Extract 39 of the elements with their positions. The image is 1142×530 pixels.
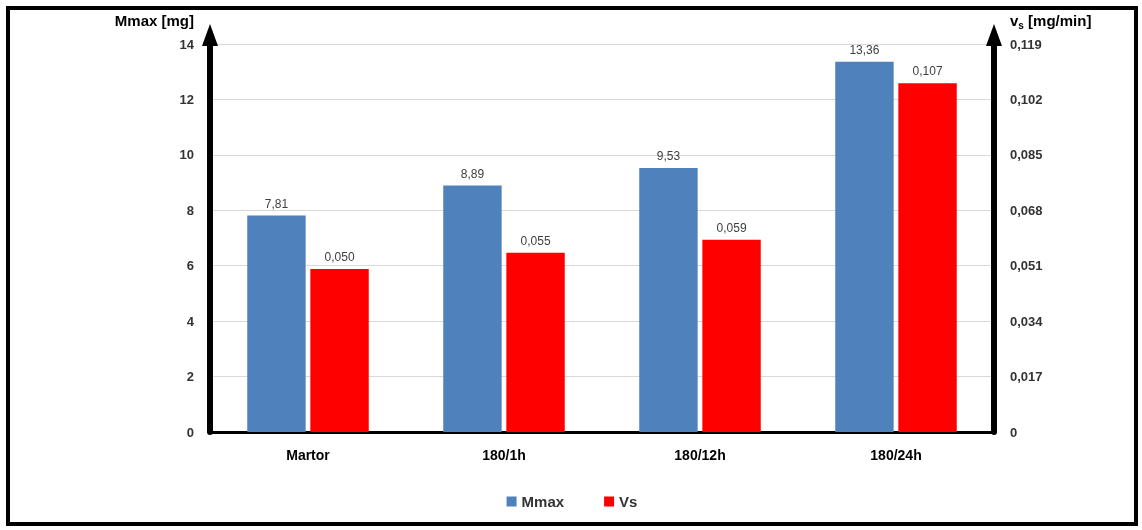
x-tick-label: 180/1h: [482, 447, 526, 463]
y-tick-label: 8: [186, 202, 194, 218]
x-tick-label: 180/24h: [870, 447, 922, 463]
y2-tick-label: 0,085: [1010, 147, 1043, 163]
y2-tick-label: 0,119: [1010, 36, 1042, 52]
y-tick-label: 2: [186, 369, 194, 385]
y2-tick-label: 0,034: [1010, 313, 1044, 329]
data-label: 13,36: [849, 42, 880, 57]
bar: [898, 83, 957, 432]
y2-tick-label: 0,017: [1010, 369, 1043, 385]
data-label: 7,81: [264, 196, 289, 211]
y-tick-label: 14: [179, 36, 195, 52]
bar: [247, 215, 306, 432]
bar: [702, 239, 761, 432]
y2-tick-label: 0: [1010, 424, 1018, 440]
x-tick-label: Martor: [286, 447, 331, 463]
data-label: 0,050: [324, 249, 355, 264]
y-tick-label: 6: [186, 258, 194, 274]
y-tick-label: 12: [179, 91, 194, 107]
y-tick-label: 4: [186, 313, 195, 329]
x-tick-label: 180/12h: [674, 447, 726, 463]
bar: [310, 268, 369, 432]
legend-label: Mmax: [521, 493, 565, 510]
bar: [506, 252, 565, 432]
data-label: 0,059: [716, 220, 747, 235]
y2-tick-label: 0,051: [1010, 258, 1043, 274]
bar: [443, 185, 502, 432]
legend-label: Vs: [619, 493, 638, 510]
bar: [835, 61, 894, 432]
data-label: 9,53: [656, 148, 681, 163]
y2-tick-label: 0,068: [1010, 202, 1043, 218]
y-tick-label: 10: [179, 147, 194, 163]
y-axis-title: Mmax [mg]: [114, 11, 194, 29]
y-tick-label: 0: [186, 424, 194, 440]
data-label: 8,89: [460, 166, 485, 181]
data-label: 0,107: [912, 64, 943, 79]
y2-tick-label: 0,102: [1010, 91, 1043, 107]
bar: [639, 167, 698, 432]
data-label: 0,055: [520, 233, 551, 248]
